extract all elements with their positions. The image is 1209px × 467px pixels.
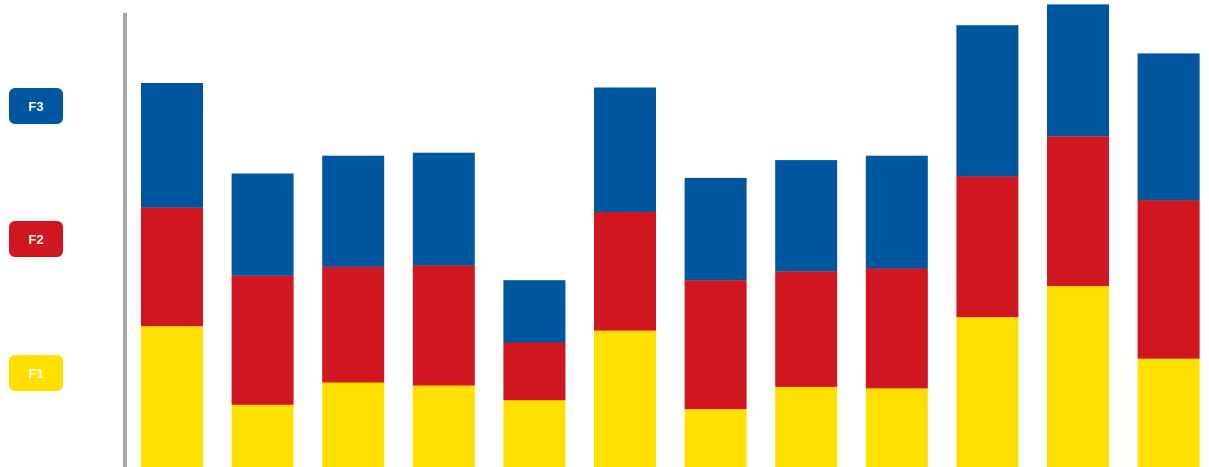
bar-f2-9 [865,268,928,389]
bar-f3-4 [412,152,475,266]
legend-badge-f2: F2 [9,221,63,257]
bar-f1-12 [1137,358,1200,467]
bar-f2-12 [1137,200,1200,359]
bars-group [141,4,1200,467]
bar-f1-4 [412,385,475,467]
bar-f1-2 [231,404,294,467]
bar-f1-7 [684,409,747,467]
legend-label-f1: F1 [28,365,44,381]
bar-f3-7 [684,177,747,281]
bar-f2-11 [1047,136,1109,287]
bar-f2-3 [322,266,385,383]
legend-label-f2: F2 [28,231,44,247]
bar-f3-2 [231,173,294,276]
bar-f2-1 [141,207,203,327]
bar-f2-7 [684,280,747,410]
bar-f3-8 [775,160,838,272]
bar-f2-10 [956,176,1019,318]
bar-f3-3 [322,155,385,267]
bar-f1-9 [865,388,928,467]
bar-f3-5 [503,280,566,343]
bar-f1-1 [141,326,203,467]
bar-f3-10 [956,25,1019,177]
legend-label-f3: F3 [28,98,44,114]
bar-f2-6 [594,212,656,331]
bar-f3-9 [865,155,928,269]
bar-f2-4 [412,265,475,386]
bar-f1-11 [1047,286,1109,467]
bar-f2-8 [775,271,838,387]
bar-f3-1 [141,83,203,208]
bar-f3-12 [1137,53,1200,201]
bar-f1-5 [503,400,566,467]
bar-f1-8 [775,386,838,467]
bar-f2-5 [503,342,566,401]
bar-f1-6 [594,330,656,467]
bar-f3-6 [594,87,656,212]
bar-f1-3 [322,382,385,467]
legend-badge-f1: F1 [9,355,63,391]
bar-f1-10 [956,317,1019,467]
bar-f3-11 [1047,4,1109,137]
legend-badge-f3: F3 [9,88,63,124]
bar-f2-2 [231,275,294,405]
